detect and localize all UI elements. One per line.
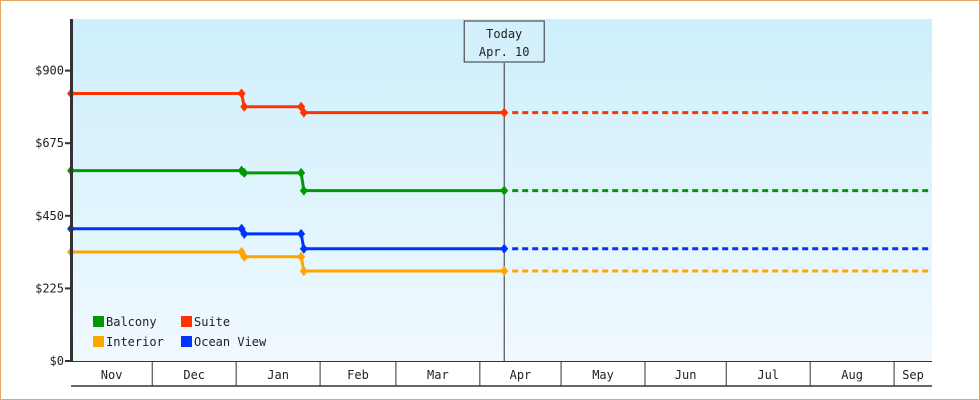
data-point[interactable] [297,228,306,239]
x-tick-label: Jan [267,368,289,382]
data-point[interactable] [500,185,509,196]
x-tick-label: Nov [101,368,123,382]
data-point[interactable] [297,251,306,262]
legend-label: Interior [106,335,164,349]
y-tick-label: $225 [35,281,64,295]
today-box [463,20,545,63]
x-axis: Nov Dec Jan Feb Mar Apr May Jun Jul Aug Sep [71,361,932,387]
series-line [71,250,505,273]
y-tick-label: $675 [35,136,64,150]
data-point[interactable] [297,167,306,178]
series-interior [67,246,932,276]
x-tick-label: Apr [510,368,532,382]
series-line [71,92,505,115]
data-point[interactable] [500,243,509,254]
legend-swatch [93,316,104,327]
y-tick-label: $900 [35,64,64,78]
series-group [67,88,932,276]
y-axis-line [70,19,73,362]
legend-swatch [93,336,104,347]
data-point[interactable] [240,167,249,178]
legend-label: Ocean View [194,335,267,349]
series-ocean-view [67,223,932,254]
x-tick-label: Sep [902,368,924,382]
data-point[interactable] [299,107,308,118]
data-point[interactable] [500,107,509,118]
legend-item: Ocean View [181,335,267,349]
y-axis: $0 $225 $450 $675 $900 [35,64,71,368]
legend-label: Balcony [106,315,157,329]
legend-item: Interior [93,335,164,349]
data-point[interactable] [240,251,249,262]
legend-swatch [181,336,192,347]
legend-label: Suite [194,315,230,329]
data-point[interactable] [240,228,249,239]
x-tick-label: May [592,368,614,382]
data-point[interactable] [299,243,308,254]
x-tick-label: Mar [427,368,449,382]
x-tick-label: Aug [841,368,863,382]
legend-item: Suite [181,315,230,329]
data-point[interactable] [237,88,246,99]
x-tick-label: Jul [757,368,779,382]
x-tick-label: Feb [347,368,369,382]
series-line [71,227,505,251]
data-point[interactable] [500,265,509,276]
y-tick-label: $0 [50,354,64,368]
x-tick-label: Dec [183,368,205,382]
data-point[interactable] [240,101,249,112]
legend-item: Balcony [93,315,157,329]
today-label: Today [486,27,522,41]
legend-swatch [181,316,192,327]
today-date: Apr. 10 [479,45,530,59]
data-point[interactable] [299,185,308,196]
y-tick-label: $450 [35,209,64,223]
data-point[interactable] [299,265,308,276]
legend: Balcony Suite Interior Ocean View [93,315,267,349]
x-tick-label: Jun [675,368,697,382]
series-line [71,169,505,193]
